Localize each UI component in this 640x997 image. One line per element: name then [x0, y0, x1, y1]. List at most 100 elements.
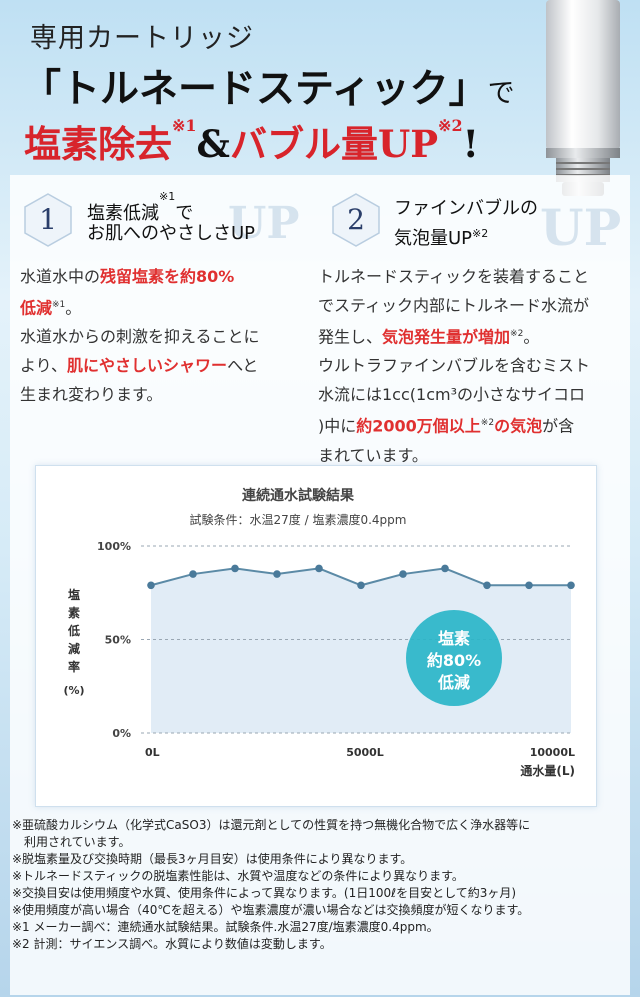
- body-text-segment: 。: [523, 327, 540, 347]
- body-text-segment: まれています。: [318, 445, 428, 465]
- body-line: 低減※1。: [20, 291, 260, 322]
- body-line: でスティック内部にトルネード水流が: [318, 291, 590, 320]
- highlight-text: 残留塩素を約80%: [100, 267, 235, 286]
- hexagon-icon: [24, 193, 72, 247]
- header-subtitle: 専用カートリッジ: [30, 23, 254, 54]
- y-axis-label-char: 減: [68, 641, 80, 656]
- y-tick-label: 100%: [97, 540, 131, 553]
- feature-1-title-text: 塩素低減: [87, 203, 159, 224]
- x-axis-label: 通水量(L): [520, 763, 575, 778]
- headline-chlorine: 塩素除去: [24, 122, 172, 166]
- cartridge-image: [546, 0, 620, 196]
- data-point: [231, 564, 239, 573]
- feature-2-body: トルネードスティックを装着すること でスティック内部にトルネード水流が発生し、気泡…: [318, 262, 590, 470]
- highlight-text: の気泡: [494, 416, 543, 436]
- hexagon-icon: [332, 193, 380, 247]
- feature-2-title-note: ※2: [472, 227, 489, 240]
- y-axis-unit: (%): [63, 684, 84, 697]
- body-text-segment: 水流には1cc(1cm³の小さなサイコロ: [318, 385, 585, 405]
- body-line: 生まれ変わります。: [20, 380, 260, 409]
- highlight-text: 約2000万個以上: [356, 416, 481, 436]
- body-line: 水道水中の残留塩素を約80%: [20, 262, 260, 291]
- headline-note-2: ※2: [438, 116, 463, 135]
- footnote-mark: ※1: [52, 300, 66, 310]
- footnote-line: ※脱塩素量及び交換時期（最長3ヶ月目安）は使用条件により異なります。: [12, 852, 413, 866]
- body-text-segment: 水道水中の: [20, 267, 101, 286]
- feature-1-badge: 1: [20, 192, 76, 248]
- body-text-segment: でスティック内部にトルネード水流が: [318, 296, 590, 315]
- body-line: 水流には1cc(1cm³の小さなサイコロ: [318, 380, 590, 409]
- y-axis-label-char: 率: [68, 659, 80, 674]
- up-decoration-2: UP: [540, 198, 622, 257]
- header-product-name: 「トルネードスティック」で: [22, 58, 515, 114]
- body-line: より、肌にやさしいシャワーへと: [20, 351, 260, 380]
- callout-circle: [406, 610, 502, 706]
- footnote-mark: ※2: [510, 329, 524, 339]
- feature-1-number: 1: [39, 203, 57, 236]
- headline-amp: &: [196, 122, 230, 166]
- data-point: [525, 581, 533, 590]
- data-point: [315, 564, 323, 573]
- callout-text: 約80%: [427, 651, 481, 670]
- up-decoration-1: UP: [228, 198, 300, 249]
- body-line: 水道水からの刺激を抑えることに: [20, 322, 260, 351]
- y-tick-label: 0%: [112, 727, 131, 740]
- chart-subtitle: 試験条件：水温27度 / 塩素濃度0.4ppm: [190, 512, 407, 527]
- body-text-segment: が含: [542, 416, 575, 436]
- footnote-mark: ※2: [480, 418, 495, 429]
- y-axis-label-char: 塩: [68, 587, 80, 602]
- feature-1-title-note: ※1: [159, 190, 176, 203]
- callout-text: 低減: [437, 673, 470, 692]
- data-point: [147, 581, 155, 590]
- headline-bang: !: [462, 122, 479, 166]
- body-text-segment: トルネードスティックを装着すること: [318, 267, 590, 286]
- data-point: [357, 581, 365, 590]
- body-text-segment: )中に: [318, 416, 357, 436]
- product-name: 「トルネードスティック」: [22, 66, 488, 112]
- body-text-segment: 水道水からの刺激を抑えることに: [20, 327, 260, 347]
- headline-bubble: バブル量UP: [229, 122, 439, 166]
- feature-2-badge: 2: [328, 192, 384, 248]
- y-tick-label: 50%: [105, 634, 131, 647]
- data-point: [273, 570, 281, 578]
- body-line: 発生し、気泡発生量が増加※2。: [318, 320, 590, 351]
- feature-2-title-line1: ファインバブルの: [394, 198, 538, 219]
- footnote-line: ※トルネードスティックの脱塩素性能は、水質や温度などの条件により異なります。: [12, 869, 464, 883]
- feature-1-title-line1: 塩素低減※1で: [87, 190, 194, 226]
- body-text-segment: より、: [20, 356, 68, 376]
- y-axis-label-char: 低: [67, 623, 80, 638]
- highlight-text: 低減: [20, 298, 53, 318]
- highlight-text: 気泡発生量が増加: [382, 327, 511, 347]
- body-text-segment: へと: [227, 356, 259, 376]
- body-line: )中に約2000万個以上※2の気泡が含: [318, 409, 590, 440]
- footnotes: ※亜硫酸カルシウム（化学式CaSO3）は還元剤としての性質を持つ無機化合物で広く…: [12, 817, 632, 953]
- x-tick-label: 0L: [145, 746, 160, 759]
- body-line: ウルトラファインバブルを含むミスト: [318, 351, 590, 380]
- data-point: [189, 570, 197, 578]
- feature-1-title-line2: お肌へのやさしさUP: [87, 223, 256, 244]
- headline-note-1: ※1: [172, 116, 197, 135]
- feature-2-title-line2: 気泡量UP※2: [394, 222, 488, 251]
- feature-2-number: 2: [347, 203, 365, 236]
- product-name-tail: で: [487, 78, 515, 109]
- header: 専用カートリッジ 「トルネードスティック」で 塩素除去※1&バブル量UP※2!: [0, 0, 640, 180]
- feature-1-title-tail: で: [175, 203, 194, 224]
- footnote-line: 利用されています。: [24, 835, 131, 849]
- data-point: [483, 581, 491, 590]
- data-point: [567, 581, 575, 590]
- body-text-segment: ウルトラファインバブルを含むミスト: [318, 356, 591, 376]
- footnote-line: ※2 計測：サイエンス調べ。水質により数値は変動します。: [12, 937, 332, 951]
- footnote-line: ※亜硫酸カルシウム（化学式CaSO3）は還元剤としての性質を持つ無機化合物で広く…: [12, 818, 531, 832]
- chart-area: [151, 568, 571, 733]
- chart-panel: 100% 50% 0% 連続通水試験結果試験条件：水温27度 / 塩素濃度0.4ppm…: [35, 465, 597, 807]
- header-headline: 塩素除去※1&バブル量UP※2!: [24, 114, 479, 168]
- body-text-segment: 生まれ変わります。: [20, 385, 163, 405]
- body-line: トルネードスティックを装着すること: [318, 262, 590, 291]
- highlight-text: 肌にやさしいシャワー: [67, 356, 228, 376]
- footnote-line: ※1 メーカー調べ：連続通水試験結果。試験条件.水温27度/塩素濃度0.4ppm…: [12, 920, 439, 934]
- chart-title: 連続通水試験結果: [242, 487, 355, 504]
- data-point: [399, 570, 407, 578]
- x-tick-label: 10000L: [530, 746, 575, 759]
- footnote-line: ※使用頻度が高い場合（40℃を超える）や塩素濃度が濃い場合などは交換頻度が短くな…: [12, 903, 530, 917]
